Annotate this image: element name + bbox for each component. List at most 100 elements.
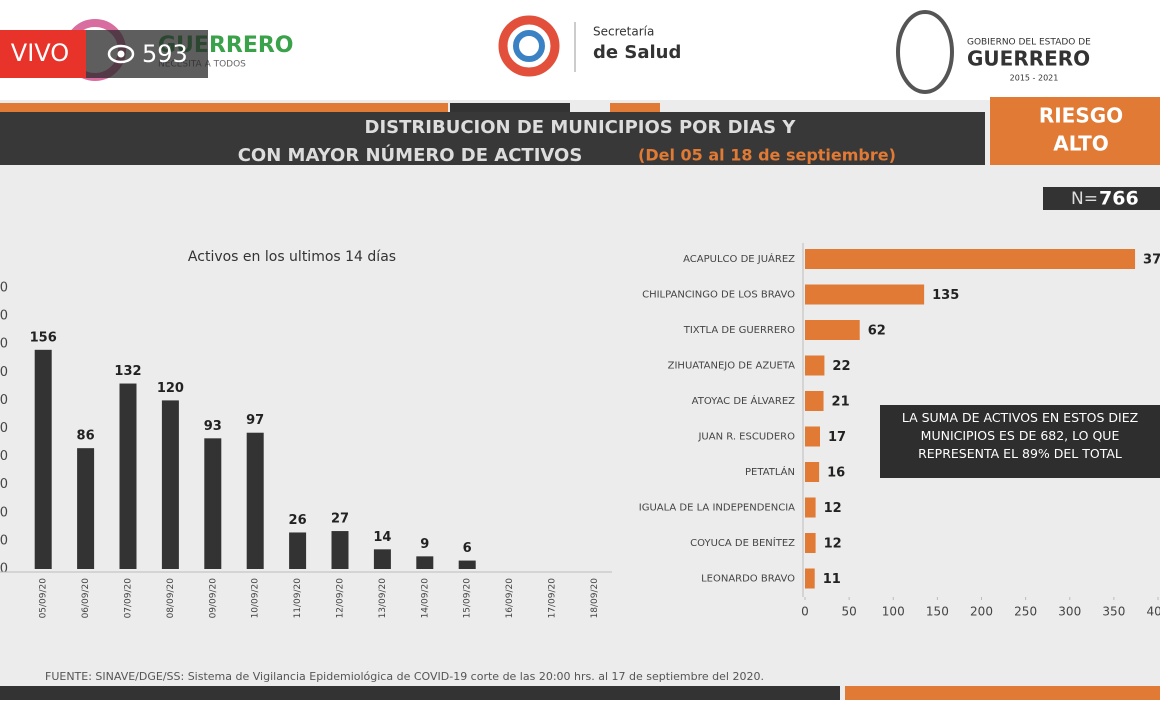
logo-line2: de Salud [593, 42, 681, 63]
y-tick-label: 120 [0, 393, 8, 408]
category-label: ZIHUATANEJO DE AZUETA [668, 361, 796, 372]
logo-right [896, 10, 954, 94]
value-label: 26 [289, 513, 307, 528]
y-tick-label: 40 [0, 505, 8, 520]
bar [246, 432, 264, 569]
value-label: 132 [114, 364, 141, 379]
title-line2: CON MAYOR NÚMERO DE ACTIVOS [238, 144, 583, 166]
x-tick-label: 17/09/20 [548, 578, 558, 619]
category-label: JUAN R. ESCUDERO [697, 432, 795, 443]
x-tick-label: 11/09/20 [293, 578, 303, 619]
bar [77, 448, 95, 569]
bar [805, 320, 860, 340]
total-value: 766 [1099, 188, 1139, 210]
bar [373, 549, 391, 569]
stripe [610, 103, 660, 112]
y-tick-label: 80 [0, 449, 8, 464]
total-label: N= [1071, 189, 1098, 209]
x-tick-label: 06/09/20 [81, 578, 91, 619]
y-tick-label: 20 [0, 533, 8, 548]
viewers-badge [86, 30, 208, 78]
category-label: COYUCA DE BENÍTEZ [690, 536, 795, 549]
bar [805, 568, 815, 589]
value-label: 17 [828, 430, 846, 445]
category-label: ACAPULCO DE JUÁREZ [683, 252, 795, 265]
category-label: LEONARDO BRAVO [701, 574, 795, 585]
bar [458, 560, 476, 569]
title-line1: DISTRIBUCION DE MUNICIPIOS POR DIAS Y [365, 117, 797, 138]
y-tick-label: 180 [0, 309, 8, 324]
bar [805, 249, 1136, 269]
value-label: 22 [832, 359, 850, 374]
value-label: 86 [77, 429, 95, 444]
x-tick-label: 10/09/20 [251, 578, 261, 619]
value-label: 21 [832, 395, 850, 410]
chart-title: Activos en los ultimos 14 días [188, 249, 396, 265]
title-band [0, 112, 985, 165]
value-label: 374 [1143, 253, 1160, 268]
y-tick-label: 200 [0, 281, 8, 296]
bar [805, 497, 816, 518]
risk-line1: RIESGO [1039, 104, 1123, 128]
x-tick-label: 400 [1147, 605, 1160, 619]
bar [805, 355, 825, 376]
bar [805, 391, 824, 411]
value-label: 93 [204, 419, 222, 434]
category-label: ATOYAC DE ÁLVAREZ [692, 394, 795, 407]
value-label: 14 [373, 530, 391, 545]
bar [161, 400, 179, 569]
bar [289, 532, 307, 569]
stripe [0, 103, 448, 112]
gov-line3: 2015 - 2021 [1010, 74, 1059, 83]
y-tick-label: 160 [0, 337, 8, 352]
x-tick-label: 08/09/20 [166, 578, 176, 619]
footer-source: FUENTE: SINAVE/DGE/SS: Sistema de Vigila… [45, 670, 764, 683]
value-label: 12 [824, 537, 842, 552]
x-tick-label: 05/09/20 [39, 578, 49, 619]
x-tick-label: 200 [970, 605, 993, 619]
x-tick-label: 50 [841, 605, 856, 619]
y-tick-label: 100 [0, 421, 8, 436]
bar [805, 426, 821, 447]
value-label: 12 [824, 501, 842, 516]
x-tick-label: 16/09/20 [505, 578, 515, 619]
logo-line1: Secretaría [593, 25, 654, 39]
x-tick-label: 250 [1014, 605, 1037, 619]
category-label: PETATLÁN [745, 465, 795, 478]
x-tick-label: 100 [882, 605, 905, 619]
title-period: (Del 05 al 18 de septiembre) [638, 146, 896, 165]
value-label: 62 [868, 324, 886, 339]
bar [34, 349, 52, 569]
eye-icon [107, 44, 135, 64]
logo-center-inner [513, 30, 545, 62]
eye-pupil [117, 50, 125, 58]
value-label: 9 [420, 537, 429, 552]
value-label: 156 [30, 330, 57, 345]
value-label: 135 [932, 288, 959, 303]
risk-box [990, 97, 1160, 165]
logo-center [498, 15, 560, 77]
x-tick-label: 15/09/20 [463, 578, 473, 619]
bar [119, 383, 137, 569]
y-tick-label: 60 [0, 477, 8, 492]
x-tick-label: 13/09/20 [378, 578, 388, 619]
note-box [880, 405, 1160, 478]
gov-line1: GOBIERNO DEL ESTADO DE [967, 38, 1091, 48]
value-label: 97 [246, 413, 264, 428]
x-tick-label: 09/09/20 [208, 578, 218, 619]
bar [805, 284, 925, 305]
x-tick-label: 0 [801, 605, 809, 619]
x-tick-label: 350 [1102, 605, 1125, 619]
x-tick-label: 14/09/20 [420, 578, 430, 619]
x-tick-label: 18/09/20 [590, 578, 600, 619]
footer-stripe [845, 686, 1160, 700]
viewers-count: 593 [142, 40, 188, 68]
bar [805, 462, 820, 482]
note-text: LA SUMA DE ACTIVOS EN ESTOS DIEZ MUNICIP… [901, 410, 1139, 461]
x-tick-label: 12/09/20 [336, 578, 346, 619]
x-tick-label: 150 [926, 605, 949, 619]
value-label: 16 [827, 466, 845, 481]
live-text: VIVO [11, 39, 69, 67]
